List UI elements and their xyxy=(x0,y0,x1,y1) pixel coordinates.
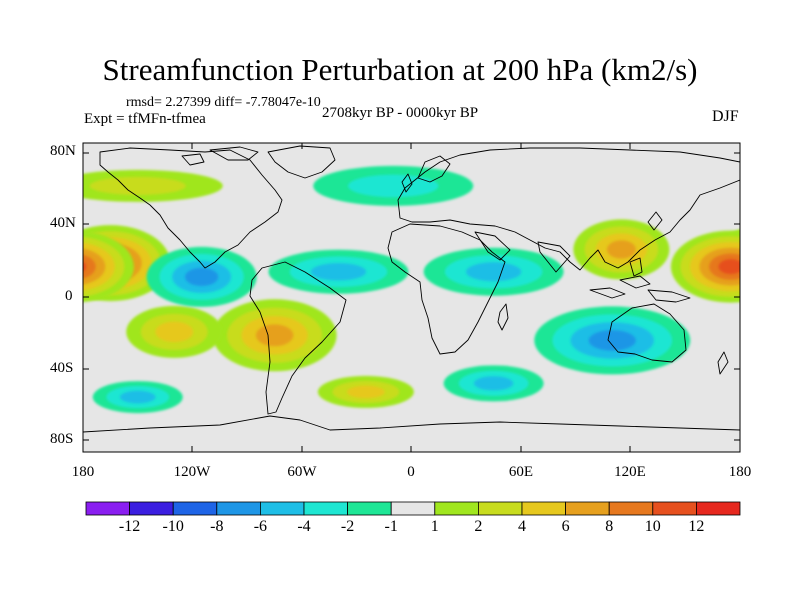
lat-label-40S: 40S xyxy=(50,360,74,376)
colorbar-swatch xyxy=(477,501,523,516)
coastline-british-isles xyxy=(401,173,413,193)
lat-label-40N: 40N xyxy=(50,215,76,231)
colorbar-label: 2 xyxy=(474,518,483,535)
coastline-india xyxy=(537,241,571,273)
colorbar-label: -6 xyxy=(253,518,268,535)
contour-tropical-atlantic-low-level-2 xyxy=(310,263,367,281)
lon-label-120W: 120W xyxy=(173,464,211,480)
colorbar-swatch xyxy=(696,501,741,516)
contour-fields xyxy=(83,165,789,414)
coastlines xyxy=(83,145,740,433)
lat-label-0: 0 xyxy=(65,288,73,304)
contour-east-pacific-south-high-level-2 xyxy=(155,321,194,343)
lat-label-80N: 80N xyxy=(50,143,76,159)
colorbar-label: -10 xyxy=(162,518,184,535)
coastline-north-america xyxy=(99,147,283,269)
contour-southern-atlantic-high-level-2 xyxy=(346,385,385,399)
colorbar-label: -2 xyxy=(340,518,355,535)
colorbar-swatch xyxy=(303,501,348,516)
contour-wrap-west-pacific-north-high-level-4 xyxy=(83,254,96,279)
experiment-label: Expt = tfMFn-tfmea xyxy=(84,111,206,127)
contour-eastern-pacific-low-level-3 xyxy=(184,267,219,286)
lon-label-120E: 120E xyxy=(614,464,646,480)
colorbar-swatch xyxy=(347,501,392,516)
coastline-antarctica xyxy=(83,415,740,433)
colorbar-label: -8 xyxy=(210,518,224,535)
coastline-arabia xyxy=(474,231,511,261)
contour-wrap-central-pacific-north-high-level-3 xyxy=(735,253,740,273)
axis-ticks xyxy=(82,143,741,452)
coastline-maritime-continent xyxy=(589,257,691,303)
colorbar-label: -12 xyxy=(118,518,141,535)
contour-wrap-west-pacific-north-high-level-3 xyxy=(83,248,106,285)
coastline-eurasia xyxy=(397,147,740,271)
lon-label-60W: 60W xyxy=(287,464,317,480)
lon-label-180E: 180 xyxy=(728,464,752,480)
chart-title: Streamfunction Perturbation at 200 hPa (… xyxy=(102,52,698,87)
lon-label-0: 0 xyxy=(407,464,415,480)
colorbar-swatch xyxy=(608,501,654,516)
contour-southern-indian-ocean-low-level-2 xyxy=(473,376,514,391)
colorbar-swatch xyxy=(652,501,697,516)
contour-arabian-sea-low-level-2 xyxy=(466,262,522,282)
colorbar xyxy=(85,501,741,516)
contour-wrap-central-pacific-north-high-level-4 xyxy=(745,249,789,277)
coastline-scandinavia xyxy=(417,155,451,183)
colorbar-label: -4 xyxy=(297,518,311,535)
coastline-south-america xyxy=(249,261,347,415)
contour-wrap-central-pacific-north-high-level-5 xyxy=(755,255,780,271)
colorbar-swatch xyxy=(172,501,218,516)
contour-wrap-west-pacific-north-high-level-5 xyxy=(83,261,87,272)
colorbar-swatch xyxy=(390,501,436,516)
period-label: 2708kyr BP - 0000kyr BP xyxy=(322,105,479,121)
coastline-australia xyxy=(607,303,687,363)
coastline-japan xyxy=(647,211,663,231)
colorbar-label: 4 xyxy=(518,518,526,535)
colorbar-label: -1 xyxy=(384,518,398,535)
coastline-arctic-islands xyxy=(181,146,259,166)
coastline-africa xyxy=(387,223,506,355)
contour-southern-pacific-low-level-2 xyxy=(120,390,156,404)
season-label: DJF xyxy=(712,108,739,125)
contour-south-america-south-high-level-3 xyxy=(255,324,294,347)
colorbar-swatch xyxy=(259,501,305,516)
contour-north-pacific-band-high-level-1 xyxy=(89,176,186,195)
coastline-madagascar xyxy=(497,303,509,331)
contour-indian-ocean-australia-low-level-3 xyxy=(588,330,636,351)
colorbar-swatch xyxy=(85,501,130,516)
colorbar-swatch xyxy=(129,501,174,516)
lon-label-60E: 60E xyxy=(508,464,534,480)
coastline-greenland xyxy=(267,145,336,179)
colorbar-label: 8 xyxy=(605,518,614,535)
stats-text: rmsd= 2.27399 diff= -7.78047e-10 xyxy=(126,95,321,110)
coastline-new-zealand xyxy=(717,351,729,375)
colorbar-label: 6 xyxy=(561,518,570,535)
colorbar-swatch xyxy=(521,501,566,516)
contour-west-pacific-north-high-level-5 xyxy=(718,259,740,275)
colorbar-label: 12 xyxy=(688,518,705,535)
colorbar-label: 1 xyxy=(430,518,439,535)
contour-north-atlantic-low-level-1 xyxy=(348,174,439,198)
colorbar-label: 10 xyxy=(644,518,661,535)
lon-label-180W: 180 xyxy=(71,464,95,480)
colorbar-swatch xyxy=(434,501,479,516)
colorbar-swatch xyxy=(216,501,261,516)
colorbar-swatch xyxy=(565,501,610,516)
contour-east-asia-high-level-3 xyxy=(606,240,636,259)
lat-label-80S: 80S xyxy=(50,431,74,447)
